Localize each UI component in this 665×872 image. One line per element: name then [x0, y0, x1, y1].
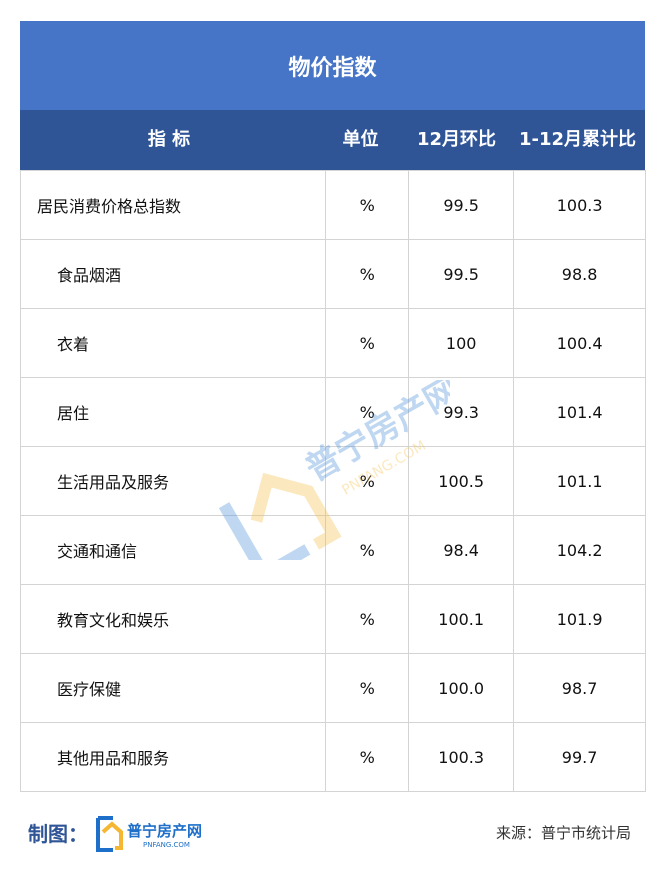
- row-name: 食品烟酒: [19, 239, 327, 309]
- row-name: 交通和通信: [19, 515, 327, 585]
- row-ytd-value: 101.9: [513, 584, 646, 654]
- site-logo: 普宁房产网 PNFANG.COM: [96, 816, 202, 852]
- table-row: 食品烟酒% 99.5 98.8: [19, 239, 646, 309]
- row-name: 居民消费价格总指数: [19, 170, 327, 240]
- row-unit: %: [325, 308, 410, 378]
- table-title: 物价指数: [20, 21, 645, 110]
- row-ytd-value: 100.3: [513, 170, 646, 240]
- row-unit: %: [325, 584, 410, 654]
- row-mom-value: 99.5: [408, 239, 515, 309]
- table-row: 医疗保健% 100.0 98.7: [19, 653, 646, 723]
- logo-text: 普宁房产网: [127, 822, 202, 840]
- table-row: 衣着% 100 100.4: [19, 308, 646, 378]
- row-mom-value: 99.5: [408, 170, 515, 240]
- row-name: 医疗保健: [19, 653, 327, 723]
- row-mom-value: 100: [408, 308, 515, 378]
- table-row: 交通和通信% 98.4 104.2: [19, 515, 646, 585]
- header-mom: 12月环比: [416, 129, 497, 150]
- source-label: 来源：普宁市统计局: [495, 824, 631, 842]
- row-mom-value: 100.5: [408, 446, 515, 516]
- data-table: 居民消费价格总指数% 99.5 100.3 食品烟酒% 99.5 98.8 衣着% 100 10…: [19, 170, 646, 792]
- row-mom-value: 100.3: [408, 722, 515, 792]
- row-unit: %: [325, 653, 410, 723]
- header-ytd: 1-12月累计比: [518, 129, 637, 150]
- row-ytd-value: 100.4: [513, 308, 646, 378]
- header-indicator: 指 标: [147, 129, 191, 150]
- table-header: 指 标 单位 12月环比 1-12月累计比: [20, 110, 645, 170]
- table-row: 居民消费价格总指数% 99.5 100.3: [19, 170, 646, 240]
- logo-sub: PNFANG.COM: [143, 841, 190, 849]
- table-row: 教育文化和娱乐% 100.1 101.9: [19, 584, 646, 654]
- row-mom-value: 100.1: [408, 584, 515, 654]
- row-ytd-value: 98.7: [513, 653, 646, 723]
- table-row: 生活用品及服务% 100.5 101.1: [19, 446, 646, 516]
- row-name: 衣着: [19, 308, 327, 378]
- row-name: 生活用品及服务: [19, 446, 327, 516]
- row-mom-value: 100.0: [408, 653, 515, 723]
- row-unit: %: [325, 377, 410, 447]
- row-unit: %: [325, 722, 410, 792]
- row-ytd-value: 101.4: [513, 377, 646, 447]
- row-ytd-value: 101.1: [513, 446, 646, 516]
- row-name: 教育文化和娱乐: [19, 584, 327, 654]
- row-name: 其他用品和服务: [19, 722, 327, 792]
- row-name: 居住: [19, 377, 327, 447]
- header-unit: 单位: [342, 129, 379, 150]
- table-row: 其他用品和服务% 100.3 99.7: [19, 722, 646, 792]
- row-mom-value: 99.3: [408, 377, 515, 447]
- row-unit: %: [325, 239, 410, 309]
- row-ytd-value: 98.8: [513, 239, 646, 309]
- table-row: 居住% 99.3 101.4: [19, 377, 646, 447]
- row-ytd-value: 99.7: [513, 722, 646, 792]
- row-unit: %: [325, 170, 410, 240]
- row-unit: %: [325, 446, 410, 516]
- row-ytd-value: 104.2: [513, 515, 646, 585]
- made-by-label: 制图：: [28, 822, 88, 846]
- row-unit: %: [325, 515, 410, 585]
- row-mom-value: 98.4: [408, 515, 515, 585]
